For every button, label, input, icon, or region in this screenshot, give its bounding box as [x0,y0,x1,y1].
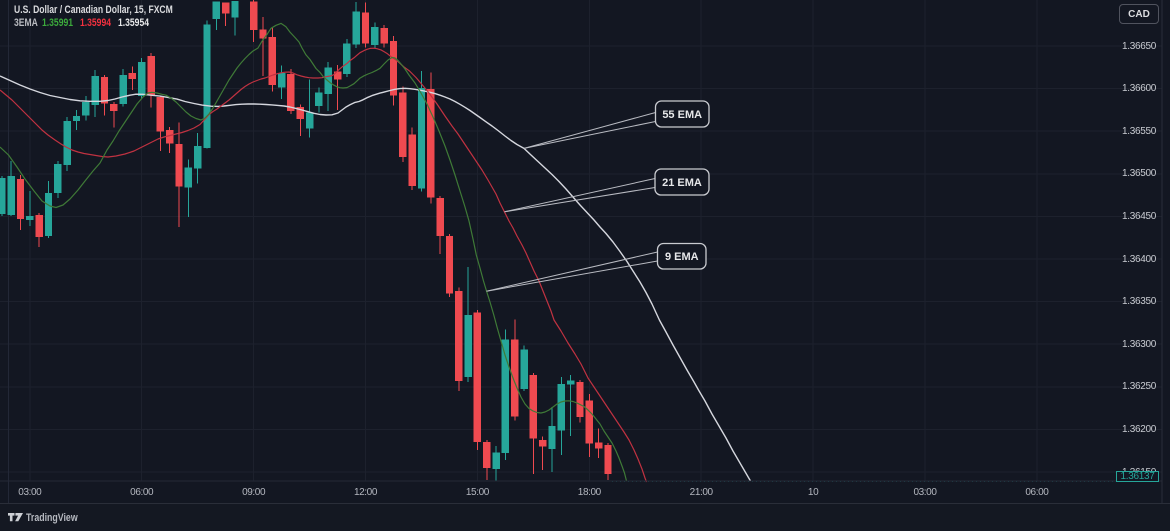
svg-text:9 EMA: 9 EMA [665,251,699,263]
svg-text:55 EMA: 55 EMA [662,109,702,121]
svg-text:21 EMA: 21 EMA [662,177,702,189]
